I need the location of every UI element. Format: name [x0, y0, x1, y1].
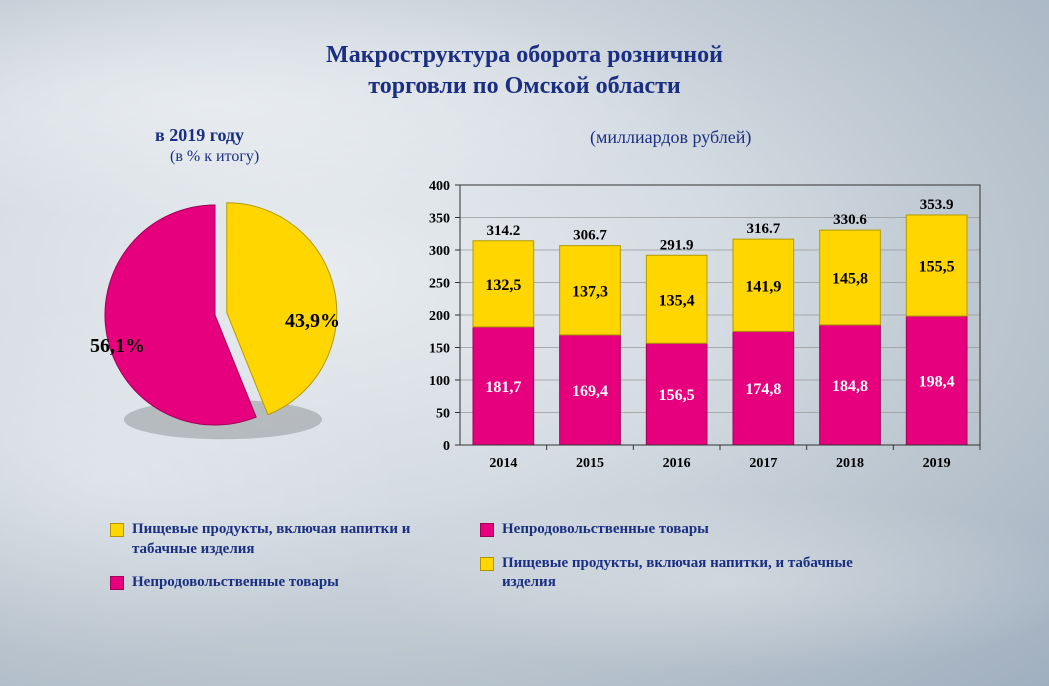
bar-total-label: 316.7 [746, 221, 780, 237]
y-tick-label: 150 [429, 342, 450, 357]
bar-value-label: 155,5 [919, 259, 955, 276]
chart-container: Макроструктура оборота розничной торговл… [0, 0, 1049, 686]
y-tick-label: 200 [429, 309, 450, 324]
legend-pie-item: Непродовольственные товары [110, 573, 430, 593]
bar-value-label: 198,4 [919, 374, 955, 391]
y-tick-label: 100 [429, 374, 450, 389]
bar-value-label: 132,5 [485, 277, 521, 294]
main-title: Макроструктура оборота розничной торговл… [326, 40, 723, 102]
bar-subtitle: (миллиардов рублей) [590, 127, 751, 148]
y-tick-label: 250 [429, 277, 450, 292]
bar-total-label: 314.2 [486, 223, 520, 239]
bar-value-label: 169,4 [572, 383, 608, 400]
x-tick-label: 2017 [749, 456, 777, 471]
pie-title: в 2019 году [155, 125, 244, 146]
y-tick-label: 50 [436, 407, 450, 422]
y-tick-label: 300 [429, 244, 450, 259]
bar-chart: 0 50 100 150 200 250 300 350 400 181,7 132,5 314.2 2… [400, 155, 1000, 485]
legend-bar-item: Непродовольственные товары [480, 520, 900, 540]
legend-bar: Непродовольственные товары Пищевые продук… [480, 520, 900, 607]
pie-chart [60, 175, 370, 435]
legend-swatch [110, 523, 124, 537]
y-tick-label: 350 [429, 212, 450, 227]
legend-pie-item: Пищевые продукты, включая напитки и таба… [110, 520, 430, 559]
bar-value-label: 174,8 [745, 381, 781, 398]
x-tick-label: 2015 [576, 456, 604, 471]
legend-label: Пищевые продукты, включая напитки, и таб… [502, 554, 900, 593]
x-tick-label: 2018 [836, 456, 864, 471]
x-tick-label: 2014 [489, 456, 517, 471]
legend-bar-item: Пищевые продукты, включая напитки, и таб… [480, 554, 900, 593]
x-tick-label: 2016 [663, 456, 691, 471]
bar-total-label: 291.9 [660, 237, 694, 253]
bar-value-label: 141,9 [745, 278, 781, 295]
pie-slice-label-food: 43,9% [285, 310, 340, 333]
legend-label: Непродовольственные товары [502, 520, 709, 540]
bar-total-label: 330.6 [833, 212, 867, 228]
bar-value-label: 137,3 [572, 283, 608, 300]
pie-slice [227, 203, 337, 415]
bar-value-label: 135,4 [659, 292, 695, 309]
bar-value-label: 184,8 [832, 378, 868, 395]
legend-pie: Пищевые продукты, включая напитки и таба… [110, 520, 430, 607]
bar-total-label: 306.7 [573, 228, 607, 244]
pie-slice-label-nonfood: 56,1% [90, 335, 145, 358]
bar-value-label: 145,8 [832, 270, 868, 287]
legend-label: Непродовольственные товары [132, 573, 339, 593]
x-tick-label: 2019 [923, 456, 951, 471]
legend-label: Пищевые продукты, включая напитки и таба… [132, 520, 430, 559]
pie-subtitle: (в % к итогу) [170, 148, 259, 166]
y-tick-label: 400 [429, 179, 450, 194]
bar-total-label: 353.9 [920, 197, 954, 213]
legend-swatch [480, 523, 494, 537]
legend-swatch [480, 557, 494, 571]
bar-value-label: 181,7 [485, 379, 521, 396]
bar-value-label: 156,5 [659, 387, 695, 404]
y-tick-label: 0 [443, 439, 450, 454]
legend-swatch [110, 576, 124, 590]
